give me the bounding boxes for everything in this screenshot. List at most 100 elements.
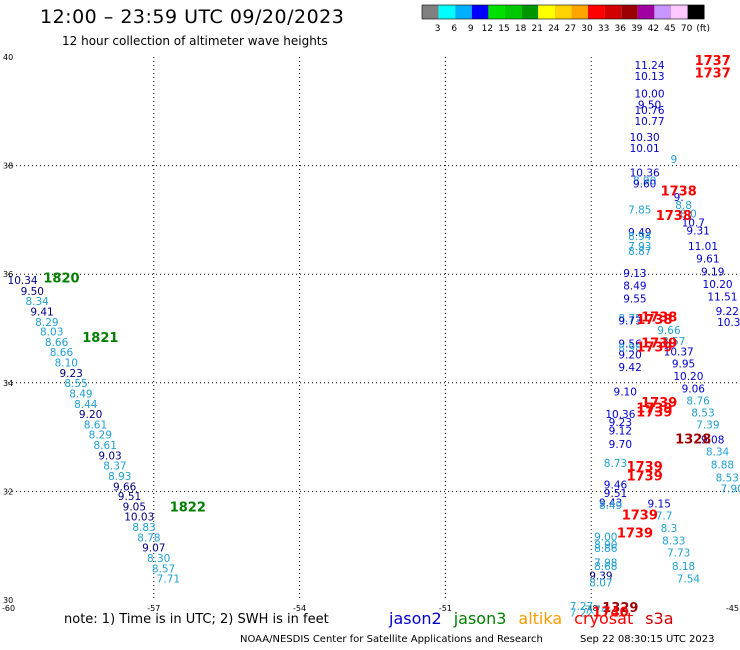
wave-height-value: 8.75 <box>618 313 641 325</box>
colorbar-swatch <box>571 5 588 19</box>
wave-height-value: 9.66 <box>113 481 137 493</box>
wave-height-value: 10.7 <box>682 217 705 229</box>
wave-height-value: 10.20 <box>703 279 733 291</box>
wave-height-value: 9.55 <box>623 293 646 305</box>
colorbar-frame <box>421 4 705 20</box>
wave-height-value: 7.7 <box>656 511 673 523</box>
colorbar-swatch <box>671 5 688 19</box>
colorbar-swatch <box>687 5 705 19</box>
wave-height-value: 9.19 <box>701 266 724 278</box>
pass-time-label: 1740 <box>593 605 629 620</box>
wave-height-value: 8.34 <box>25 296 49 308</box>
credit-line: NOAA/NESDIS Center for Satellite Applica… <box>240 634 543 645</box>
colorbar-swatch <box>505 5 522 19</box>
colorbar-label: (ft) <box>696 24 710 34</box>
wave-height-value: 8.03 <box>40 327 63 339</box>
wave-height-value: 11.51 <box>707 291 737 303</box>
wave-height-value: 7.73 <box>667 548 690 560</box>
pass-time-label: 1738 <box>636 313 672 328</box>
y-tick-label: 36 <box>3 270 13 279</box>
wave-height-value: 8.57 <box>152 563 175 575</box>
wave-height-value: 9.51 <box>604 488 627 500</box>
wave-height-value: 8.49 <box>599 500 622 512</box>
pass-time-label: 1739 <box>641 337 677 352</box>
colorbar-swatch <box>588 5 605 19</box>
pass-time-label: 1739 <box>627 470 663 485</box>
pass-time-label: 1739 <box>636 340 672 355</box>
wave-height-value: 10.01 <box>630 143 660 155</box>
pass-time-label: 1737 <box>695 54 731 69</box>
wave-height-value: 8.87 <box>628 246 651 258</box>
wave-height-value: 8.29 <box>89 430 112 442</box>
satellite-legend: jason2 jason3 altika cryosat s3a <box>389 609 686 628</box>
wave-height-value: 9 <box>670 154 677 166</box>
colorbar-label: 27 <box>565 24 576 34</box>
wave-height-value: 9.31 <box>686 226 709 238</box>
colorbar-label: 45 <box>664 24 675 34</box>
wave-height-value: 9.00 <box>594 531 617 543</box>
colorbar-label: 36 <box>614 24 626 34</box>
wave-height-value: 8.61 <box>84 419 107 431</box>
colorbar-label: 21 <box>531 24 542 34</box>
wave-height-value: 8.44 <box>74 399 98 411</box>
wave-height-value: 9.08 <box>701 435 724 447</box>
wave-height-value: 9.23 <box>609 417 632 429</box>
wave-height-value: 9.46 <box>604 480 628 492</box>
wave-height-value: 8.76 <box>686 396 710 408</box>
wave-height-value: 9.13 <box>623 268 646 280</box>
y-tick-label: 40 <box>3 53 13 62</box>
wave-height-value: 8.30 <box>147 553 170 565</box>
colorbar-label: 42 <box>648 24 659 34</box>
wave-height-value: 7.71 <box>157 574 180 586</box>
wave-height-value: 9.41 <box>30 306 53 318</box>
legend-entry-jason2: jason2 <box>389 609 442 628</box>
colorbar-label: 9 <box>468 24 474 34</box>
wave-height-value: 8.10 <box>55 358 78 370</box>
wave-height-value: 8.98 <box>618 342 641 354</box>
wave-height-value: 9.50 <box>638 100 661 112</box>
colorbar-swatch <box>604 5 622 19</box>
wave-height-value: 11.01 <box>688 241 718 253</box>
wave-height-value: 8.33 <box>662 536 685 548</box>
colorbar-label: 6 <box>451 24 457 34</box>
x-tick-label: -60 <box>2 604 15 613</box>
pass-time-label: 1739 <box>636 402 672 417</box>
wave-height-value: 8.66 <box>50 347 74 359</box>
wave-height-value: 8.94 <box>628 231 652 243</box>
chart-title: 12:00 – 23:59 UTC 09/20/2023 <box>40 6 345 28</box>
wave-height-value: 8.68 <box>594 561 617 573</box>
pass-time-label: 1822 <box>170 500 206 515</box>
colorbar-swatch <box>488 5 505 19</box>
wave-height-value: 9.20 <box>79 409 102 421</box>
wave-height-value: 9.15 <box>648 499 671 511</box>
x-tick-label: -48 <box>585 604 598 613</box>
wave-height-value: 8.88 <box>711 460 734 472</box>
colorbar-label: 70 <box>681 24 693 34</box>
wave-height-value: 7.85 <box>628 204 651 216</box>
wave-height-value: 7.93 <box>628 241 651 253</box>
wave-height-value: 9.23 <box>59 368 82 380</box>
pass-time-label: 1739 <box>622 509 658 524</box>
wave-height-value: 10.76 <box>634 105 664 117</box>
colorbar-swatch <box>621 5 638 19</box>
wave-height-value: 7.54 <box>677 574 701 586</box>
wave-height-value: 9.39 <box>589 570 612 582</box>
wave-height-value: 8.53 <box>716 473 739 485</box>
y-tick-label: 32 <box>3 487 13 496</box>
colorbar-label: 24 <box>548 24 560 34</box>
wave-height-value: 7.98 <box>594 557 617 569</box>
wave-height-value: 8.8 <box>675 200 692 212</box>
wave-height-value: 9.56 <box>618 339 642 351</box>
wave-height-value: 7.74 <box>584 605 608 617</box>
wave-height-value: 9.61 <box>696 253 719 265</box>
colorbar-swatch <box>422 5 439 19</box>
pass-time-label: 1738 <box>661 184 697 199</box>
colorbar: 3 6 9 12 15 18 21 24 27 30 33 36 39 42 45 70 (ft) <box>421 4 710 34</box>
x-tick-label: -54 <box>293 604 306 613</box>
x-tick-label: -51 <box>439 604 452 613</box>
wave-height-value: 8.37 <box>103 461 126 473</box>
chart-subtitle: 12 hour collection of altimeter wave hei… <box>62 34 328 48</box>
wave-height-value: 8.07 <box>589 577 612 589</box>
wave-height-value: 10.03 <box>124 512 154 524</box>
